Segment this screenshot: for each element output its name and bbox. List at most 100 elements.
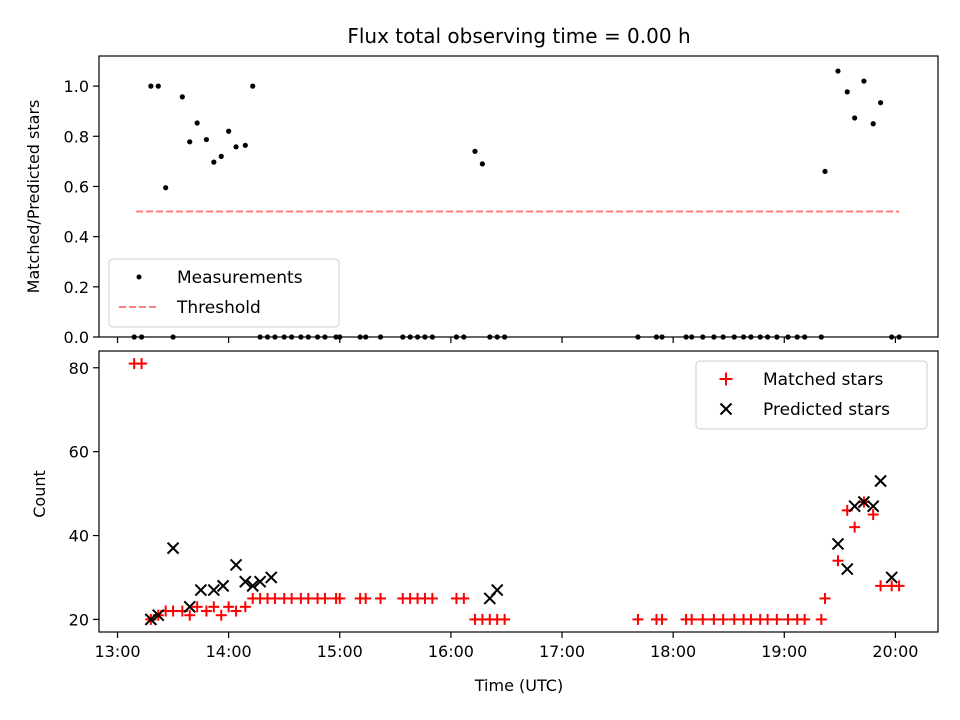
predicted-point — [857, 495, 871, 509]
predicted-point — [490, 583, 504, 597]
predicted-point — [874, 474, 887, 488]
matched-point — [239, 601, 251, 613]
x-tick-label: 13:00 — [94, 642, 140, 661]
y-tick-label: 0.4 — [64, 228, 89, 247]
matched-point — [782, 613, 794, 625]
matched-point — [799, 613, 811, 625]
matched-point — [815, 613, 827, 625]
predicted-series — [144, 474, 898, 626]
y-tick-label: 20 — [69, 610, 89, 629]
matched-point — [632, 613, 644, 625]
measurement-point — [822, 168, 828, 175]
measurement-point — [218, 153, 224, 159]
y-tick-label: 80 — [69, 359, 89, 378]
top-legend-frame — [108, 258, 340, 328]
predicted-point — [831, 537, 845, 551]
matched-point — [499, 613, 511, 625]
matched-point — [762, 613, 774, 625]
measurements-series — [131, 68, 902, 340]
y-tick-label: 0.2 — [64, 278, 89, 297]
matched-point — [360, 592, 372, 604]
predicted-point — [885, 571, 898, 584]
matched-point — [334, 592, 346, 604]
matched-point — [771, 613, 783, 625]
matched-point — [269, 592, 281, 604]
predicted-point — [253, 575, 267, 588]
measurement-point — [877, 100, 884, 106]
measurement-point — [226, 128, 232, 134]
matched-point — [302, 592, 314, 604]
matched-point — [849, 521, 861, 533]
matched-point — [819, 592, 831, 604]
measurement-point — [852, 115, 858, 121]
bottom-plot-frame — [98, 350, 939, 633]
top-x-ticks — [116, 337, 897, 343]
matched-point — [875, 580, 887, 592]
measurement-point — [233, 144, 239, 150]
matched-point — [223, 601, 235, 613]
matched-point — [717, 613, 729, 625]
matched-point — [832, 555, 844, 567]
legend-matched-label: Matched stars — [763, 370, 883, 390]
y-tick-label: 60 — [69, 443, 89, 462]
measurement-point — [194, 120, 200, 126]
x-tick-label: 19:00 — [761, 642, 807, 661]
y-tick-label: 0.6 — [64, 177, 89, 196]
measurement-point — [250, 83, 256, 89]
x-tick-label: 18:00 — [650, 642, 696, 661]
matched-point — [686, 613, 698, 625]
x-tick-label: 17:00 — [539, 642, 585, 661]
x-tick-label: 15:00 — [317, 642, 363, 661]
matched-point — [375, 592, 387, 604]
top-plot-frame — [98, 55, 939, 338]
legend-measurements-marker — [136, 274, 142, 280]
matched-point — [184, 609, 196, 621]
matched-point — [191, 601, 203, 613]
legend-predicted-label: Predicted stars — [763, 400, 890, 420]
predicted-point — [841, 562, 854, 576]
predicted-point — [183, 600, 196, 614]
top-legend: Measurements Threshold — [108, 258, 340, 328]
top-y-axis-label: Matched/Predicted stars — [24, 100, 43, 294]
legend-predicted-marker — [719, 402, 733, 416]
top-panel: 0.0 0.2 0.4 0.6 0.8 1.0 Matched/Predicted sta… — [24, 55, 939, 347]
measurement-point — [861, 78, 867, 84]
matched-point — [697, 613, 709, 625]
bottom-y-axis: 20 40 60 80 — [69, 359, 99, 629]
predicted-point — [848, 499, 861, 513]
matched-point — [167, 605, 179, 617]
measurement-point — [242, 142, 248, 148]
measurement-point — [187, 139, 193, 145]
x-tick-label: 14:00 — [206, 642, 252, 661]
predicted-point — [152, 609, 165, 622]
measurement-point — [472, 148, 478, 154]
measurement-point — [163, 185, 169, 191]
y-tick-label: 0.8 — [64, 127, 89, 146]
measurement-point — [211, 159, 217, 165]
matched-point — [319, 592, 331, 604]
predicted-point — [229, 558, 243, 572]
measurement-point — [870, 121, 876, 127]
matched-point — [215, 609, 227, 621]
measurement-point — [155, 83, 161, 89]
bottom-legend: Matched stars Predicted stars — [695, 360, 928, 430]
predicted-point — [216, 579, 230, 593]
predicted-point — [194, 583, 208, 597]
top-y-axis: 0.0 0.2 0.4 0.6 0.8 1.0 — [64, 77, 99, 347]
matched-point — [893, 580, 905, 592]
matched-point — [728, 613, 740, 625]
matched-point — [200, 605, 212, 617]
y-tick-label: 1.0 — [64, 77, 89, 96]
matched-point — [458, 592, 470, 604]
bottom-x-axis: 13:00 14:00 15:00 16:00 17:00 18:00 19:00 20:00 — [94, 632, 918, 661]
legend-threshold-label: Threshold — [176, 298, 261, 318]
legend-measurements-label: Measurements — [177, 268, 303, 288]
measurement-point — [179, 94, 185, 100]
predicted-point — [166, 541, 180, 555]
predicted-point — [144, 613, 158, 626]
matched-point — [426, 592, 438, 604]
measurement-point — [203, 136, 210, 143]
predicted-point — [239, 575, 252, 588]
measurement-point — [148, 83, 154, 89]
